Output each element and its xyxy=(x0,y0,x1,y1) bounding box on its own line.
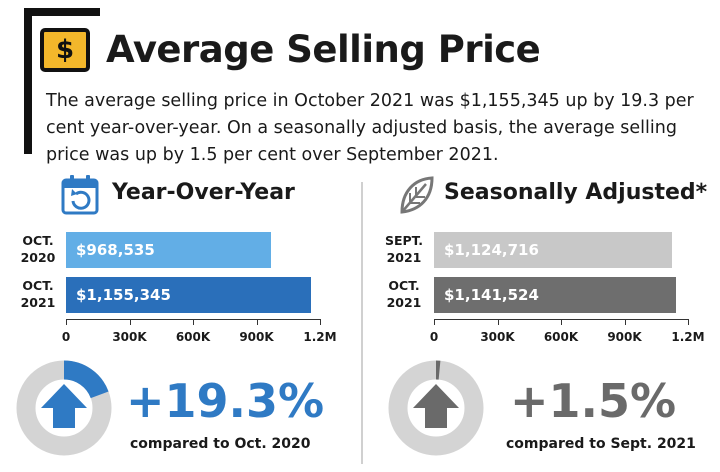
yoy-tick-mark xyxy=(129,319,131,325)
page-title: Average Selling Price xyxy=(106,28,541,71)
yoy-category-label-0: OCT. 2020 xyxy=(10,232,66,266)
yoy-tick-mark xyxy=(320,319,321,325)
yoy-bar-oct-2021: $1,155,345 xyxy=(66,277,311,313)
yoy-tick-mark xyxy=(193,319,194,325)
yoy-bar-value-label: $968,535 xyxy=(76,241,155,259)
yoy-tick-mark xyxy=(66,319,67,325)
leaf-icon xyxy=(400,176,434,214)
yoy-cat1-line1: OCT. xyxy=(22,278,54,293)
sa-cat0-line2: 2021 xyxy=(386,250,422,265)
yoy-change-donut xyxy=(16,360,112,456)
yoy-tick-label: 900K xyxy=(239,330,274,344)
sa-change-percent: +1.5% xyxy=(510,374,677,428)
yoy-bar-value-label: $1,155,345 xyxy=(76,286,171,304)
yoy-section-title: Year-Over-Year xyxy=(112,180,295,205)
sa-bar-value-label: $1,124,716 xyxy=(444,241,539,259)
yoy-tick-label: 300K xyxy=(112,330,147,344)
summary-text: The average selling price in October 202… xyxy=(46,91,694,165)
sa-tick-label: 600K xyxy=(543,330,579,344)
yoy-cat0-line2: 2020 xyxy=(20,250,56,265)
yoy-tick-label: 1.2M xyxy=(303,330,337,344)
sa-tick-mark xyxy=(624,319,626,325)
calendar-refresh-icon xyxy=(61,175,99,215)
section-divider xyxy=(361,182,363,464)
sign-post xyxy=(24,8,32,154)
yoy-change-percent: +19.3% xyxy=(126,374,325,428)
sa-section-title: Seasonally Adjusted* xyxy=(444,180,708,205)
sa-tick-label: 0 xyxy=(429,330,439,344)
sa-change-donut xyxy=(388,360,484,456)
sa-category-label-1: OCT. 2021 xyxy=(376,277,432,311)
sa-bar-value-label: $1,141,524 xyxy=(444,286,539,304)
sa-tick-label: 1.2M xyxy=(671,330,705,344)
yoy-tick-label: 600K xyxy=(175,330,211,344)
yoy-cat1-line2: 2021 xyxy=(20,295,56,310)
sa-bar-oct-2021: $1,141,524 xyxy=(434,277,676,313)
yoy-tick-label: 0 xyxy=(61,330,71,344)
sa-compared-text: compared to Sept. 2021 xyxy=(506,436,696,452)
dollar-sign-icon: $ xyxy=(40,28,90,72)
yoy-category-label-1: OCT. 2021 xyxy=(10,277,66,311)
yoy-tick-mark xyxy=(256,319,258,325)
sa-tick-mark xyxy=(434,319,435,325)
yoy-compared-text: compared to Oct. 2020 xyxy=(130,436,311,452)
yoy-cat0-line1: OCT. xyxy=(22,233,54,248)
up-arrow-icon xyxy=(413,384,459,428)
sa-tick-label: 900K xyxy=(607,330,642,344)
sa-category-label-0: SEPT. 2021 xyxy=(376,232,432,266)
yoy-bar-oct-2020: $968,535 xyxy=(66,232,271,268)
sa-bar-sept-2021: $1,124,716 xyxy=(434,232,673,268)
sa-tick-mark xyxy=(497,319,499,325)
sa-tick-label: 300K xyxy=(480,330,515,344)
sa-tick-mark xyxy=(561,319,562,325)
sa-tick-mark xyxy=(688,319,689,325)
sa-cat0-line1: SEPT. xyxy=(384,233,424,248)
up-arrow-icon xyxy=(41,384,87,428)
sign-arm xyxy=(24,8,100,16)
sa-cat1-line2: 2021 xyxy=(386,295,422,310)
sa-cat1-line1: OCT. xyxy=(388,278,420,293)
sa-donut-arc xyxy=(388,360,484,456)
sign-symbol: $ xyxy=(55,35,75,65)
yoy-donut-arc xyxy=(16,360,112,456)
